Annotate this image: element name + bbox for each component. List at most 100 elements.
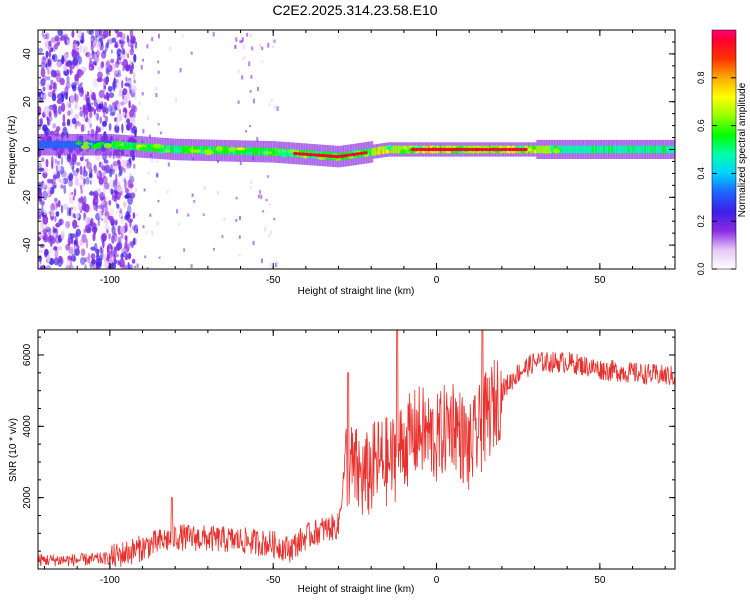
spectrogram-cell bbox=[74, 175, 80, 184]
spectrogram-cell bbox=[46, 116, 49, 121]
spectrogram-cell bbox=[76, 216, 79, 220]
spectrogram-cell bbox=[47, 140, 50, 149]
spectrogram-cell bbox=[45, 50, 49, 58]
spectrogram-cell bbox=[100, 196, 106, 202]
spectrogram-cell bbox=[42, 215, 49, 225]
spectrogram-cell bbox=[235, 147, 246, 151]
spectrogram-cell bbox=[371, 150, 378, 156]
spectrogram-cell bbox=[71, 117, 77, 125]
spectrogram-peak-cell bbox=[335, 155, 341, 159]
spectrogram-cell bbox=[129, 89, 132, 94]
spectrogram-cell bbox=[78, 56, 83, 65]
spectrogram-cell bbox=[152, 143, 162, 149]
spectrogram-cell bbox=[169, 46, 172, 51]
spectrogram-cell bbox=[104, 115, 109, 123]
spectrogram-cell bbox=[642, 145, 645, 154]
spectrogram-cell bbox=[101, 200, 105, 206]
spectrogram-cell bbox=[115, 219, 118, 224]
spectrogram-cell bbox=[132, 71, 136, 80]
spectrogram-cell bbox=[87, 104, 92, 113]
spectrogram-cell bbox=[65, 81, 71, 89]
spectrogram-cell bbox=[87, 140, 90, 149]
spectrogram-cell bbox=[100, 234, 105, 244]
spectrogram-cell bbox=[123, 145, 132, 149]
spectrogram-cell bbox=[581, 145, 584, 154]
spectrogram-cell bbox=[55, 211, 60, 217]
spectrogram-cell bbox=[102, 82, 107, 92]
spectrogram-cell bbox=[103, 112, 106, 119]
spectrogram-cell bbox=[157, 60, 160, 64]
spectrogram-peak-cell bbox=[315, 153, 321, 157]
spectrogram-cell bbox=[165, 145, 168, 153]
snr-series-line bbox=[38, 330, 675, 568]
spectrogram-cell bbox=[121, 123, 124, 134]
spectrogram-cell bbox=[40, 264, 43, 269]
spectrogram-image bbox=[38, 30, 675, 269]
spectrogram-cell bbox=[270, 149, 278, 155]
spectrogram-cell bbox=[235, 37, 238, 42]
spectrogram-cell bbox=[570, 145, 573, 154]
spectrogram-cell bbox=[75, 140, 78, 149]
spectrogram-cell bbox=[134, 95, 137, 100]
spectrogram-cell bbox=[48, 116, 53, 122]
spectrogram-cell bbox=[124, 187, 129, 194]
spectrogram-cell bbox=[56, 140, 59, 149]
spectrogram-cell bbox=[175, 98, 178, 103]
spectrogram-cell bbox=[263, 151, 273, 155]
spectrogram-cell bbox=[241, 37, 244, 42]
spectrogram-cell bbox=[118, 168, 123, 177]
spectrogram-cell bbox=[227, 147, 230, 155]
spectrogram-cell bbox=[102, 239, 105, 249]
spectrogram-cell bbox=[585, 145, 588, 154]
spectrogram-cell bbox=[68, 174, 71, 181]
spectrogram-cell bbox=[91, 257, 95, 267]
spectrogram-cell bbox=[92, 78, 98, 88]
spectrogram-cell bbox=[48, 64, 52, 75]
spectrogram-cell bbox=[57, 246, 63, 251]
spectrogram-cell bbox=[51, 140, 54, 149]
spectrogram-cell bbox=[64, 92, 68, 100]
spectrogram-cell bbox=[60, 230, 65, 240]
chart-title: C2E2.2025.314.23.58.E10 bbox=[272, 2, 437, 18]
spectrogram-cell bbox=[367, 148, 370, 157]
spectrogram-cell bbox=[86, 161, 92, 169]
spectrogram-cell bbox=[61, 102, 66, 113]
spectrogram-cell bbox=[247, 148, 258, 153]
spectrogram-cell bbox=[102, 39, 105, 42]
x-tick-label: 50 bbox=[594, 575, 606, 586]
spectrogram-peak-cell bbox=[355, 152, 360, 156]
spectrogram-cell bbox=[47, 44, 53, 52]
spectrogram-cell bbox=[250, 180, 253, 184]
spectrogram-cell bbox=[55, 222, 61, 228]
spectrogram-cell bbox=[87, 252, 91, 261]
spectrogram-cell bbox=[131, 116, 134, 122]
spectrogram-cell bbox=[132, 225, 136, 231]
spectrogram-cell bbox=[134, 142, 137, 151]
spectrogram-cell bbox=[190, 51, 193, 55]
spectrogram-cell bbox=[104, 224, 110, 231]
spectrogram-cell bbox=[394, 145, 397, 154]
spectrogram-cell bbox=[68, 207, 72, 217]
spectrogram-cell bbox=[124, 194, 129, 199]
spectrogram-cell bbox=[42, 140, 45, 149]
spectrogram-cell bbox=[95, 125, 99, 135]
spectrogram-cell bbox=[660, 145, 663, 154]
spectrogram-cell bbox=[140, 65, 143, 70]
spectrogram-cell bbox=[146, 267, 149, 269]
spectrogram-cell bbox=[549, 145, 555, 151]
spectrogram-cell bbox=[95, 30, 101, 38]
spectrogram-cell bbox=[94, 114, 97, 118]
spectrogram-cell bbox=[136, 228, 138, 234]
spectrogram-cell bbox=[54, 158, 57, 164]
spectrogram-cell bbox=[159, 131, 162, 135]
spectrogram-cell bbox=[136, 263, 139, 268]
spectrogram-cell bbox=[53, 232, 57, 238]
spectrogram-cell bbox=[39, 117, 43, 127]
spectrogram-cell bbox=[62, 121, 66, 127]
colorbar-axes: 0.0 0.2 0.4 0.6 0.8 bbox=[696, 72, 736, 275]
spectrogram-cell bbox=[118, 235, 122, 245]
spectrogram-cell bbox=[250, 75, 253, 79]
spectrogram-cell bbox=[51, 155, 54, 166]
spectrogram-cell bbox=[101, 61, 104, 67]
spectrogram-cell bbox=[50, 202, 55, 212]
